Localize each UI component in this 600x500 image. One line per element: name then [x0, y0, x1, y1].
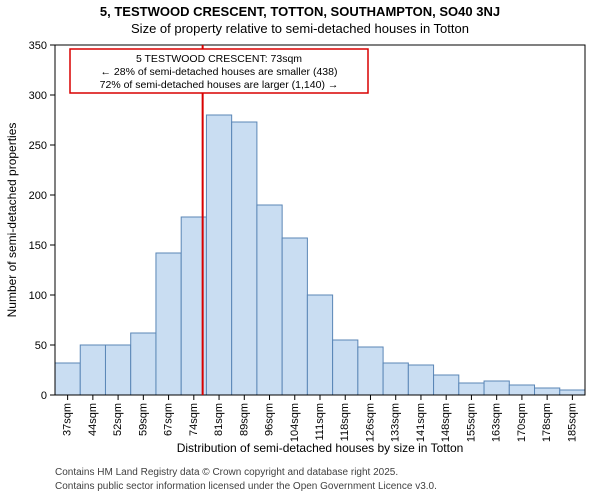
- histogram-bar: [105, 345, 130, 395]
- chart-svg: 5, TESTWOOD CRESCENT, TOTTON, SOUTHAMPTO…: [0, 0, 600, 500]
- x-tick-label: 81sqm: [213, 403, 225, 436]
- histogram-bar: [206, 115, 231, 395]
- x-tick-label: 155sqm: [465, 403, 477, 442]
- histogram-bar: [408, 365, 433, 395]
- y-tick-label: 200: [29, 190, 47, 202]
- histogram-bar: [509, 385, 534, 395]
- histogram-bar: [383, 363, 408, 395]
- y-tick-label: 350: [29, 40, 47, 52]
- x-tick-label: 59sqm: [137, 403, 149, 436]
- x-tick-label: 185sqm: [566, 403, 578, 442]
- annotation-title: 5 TESTWOOD CRESCENT: 73sqm: [136, 53, 302, 65]
- histogram-chart: 5, TESTWOOD CRESCENT, TOTTON, SOUTHAMPTO…: [0, 0, 600, 500]
- y-tick-label: 0: [41, 390, 47, 402]
- x-tick-label: 170sqm: [516, 403, 528, 442]
- histogram-bar: [459, 383, 484, 395]
- x-tick-label: 118sqm: [339, 403, 351, 441]
- histogram-bar: [257, 205, 282, 395]
- histogram-bar: [333, 340, 358, 395]
- histogram-bar: [358, 347, 383, 395]
- histogram-bar: [535, 388, 560, 395]
- histogram-bar: [560, 390, 585, 395]
- y-tick-label: 150: [29, 240, 47, 252]
- x-tick-label: 141sqm: [415, 403, 427, 442]
- x-tick-label: 111sqm: [314, 403, 326, 441]
- x-tick-label: 67sqm: [163, 403, 175, 436]
- histogram-bar: [484, 381, 509, 395]
- histogram-bar: [80, 345, 105, 395]
- x-tick-label: 178sqm: [541, 403, 553, 442]
- x-tick-label: 163sqm: [491, 403, 503, 442]
- histogram-bar: [232, 122, 257, 395]
- histogram-bar: [282, 238, 307, 395]
- annotation-line-2: 72% of semi-detached houses are larger (…: [100, 79, 339, 91]
- x-tick-label: 126sqm: [364, 403, 376, 442]
- x-tick-label: 37sqm: [62, 403, 74, 436]
- x-axis-label: Distribution of semi-detached houses by …: [177, 441, 464, 455]
- histogram-bar: [434, 375, 459, 395]
- x-tick-label: 104sqm: [289, 403, 301, 442]
- footer-line-2: Contains public sector information licen…: [55, 481, 437, 492]
- x-tick-label: 74sqm: [188, 403, 200, 436]
- histogram-bar: [156, 253, 181, 395]
- y-tick-label: 100: [29, 290, 47, 302]
- chart-title-1: 5, TESTWOOD CRESCENT, TOTTON, SOUTHAMPTO…: [100, 4, 500, 19]
- histogram-bar: [55, 363, 80, 395]
- histogram-bar: [307, 295, 332, 395]
- footer-line-1: Contains HM Land Registry data © Crown c…: [55, 467, 398, 478]
- x-tick-label: 96sqm: [264, 403, 276, 436]
- x-tick-label: 52sqm: [112, 403, 124, 436]
- x-tick-label: 44sqm: [87, 403, 99, 436]
- histogram-bar: [131, 333, 156, 395]
- y-tick-label: 300: [29, 90, 47, 102]
- y-axis-label: Number of semi-detached properties: [5, 123, 19, 318]
- x-tick-label: 89sqm: [238, 403, 250, 436]
- x-tick-label: 148sqm: [440, 403, 452, 442]
- y-tick-label: 50: [35, 340, 47, 352]
- x-tick-label: 133sqm: [390, 403, 402, 442]
- chart-title-2: Size of property relative to semi-detach…: [131, 21, 469, 36]
- y-tick-label: 250: [29, 140, 47, 152]
- annotation-line-1: ← 28% of semi-detached houses are smalle…: [101, 66, 338, 78]
